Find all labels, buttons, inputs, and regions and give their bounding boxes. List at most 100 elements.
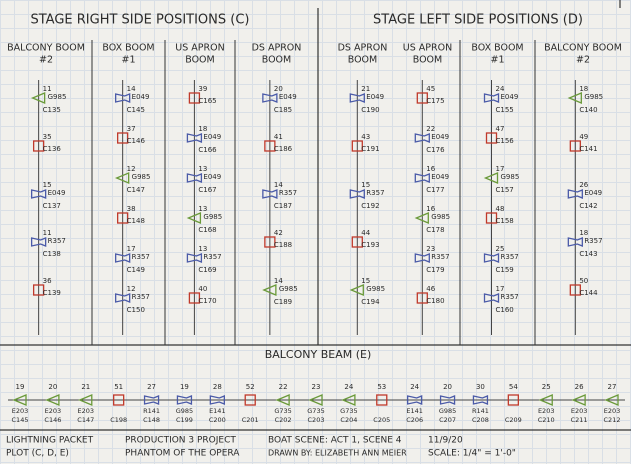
instrument-symbol	[351, 140, 363, 152]
circuit-label: C194	[361, 298, 380, 306]
instrument-symbol	[188, 92, 201, 104]
footer-packet: LIGHTNING PACKET	[6, 436, 94, 446]
circuit-label: C155	[496, 106, 514, 114]
instrument-symbol	[376, 394, 388, 406]
circuit-label: C160	[496, 306, 514, 314]
unit-number: 13	[198, 245, 207, 253]
unit-number: 44	[361, 229, 370, 237]
circuit-label: C156	[496, 137, 515, 145]
instrument-symbol	[507, 394, 519, 406]
column-title: BOOM	[413, 55, 443, 66]
instrument-symbol	[567, 237, 583, 247]
unit-number: 13	[198, 165, 207, 173]
instrument-symbol	[12, 394, 27, 406]
instrument-symbol	[115, 253, 131, 263]
circuit-label: C207	[439, 416, 456, 424]
instrument-symbol	[186, 253, 203, 263]
instrument-symbol	[176, 395, 193, 405]
column-title: US APRON	[175, 43, 224, 54]
gel-label: G985	[366, 285, 385, 293]
footer-production: PRODUCTION 3 PROJECT	[125, 436, 236, 446]
unit-number: 27	[608, 383, 617, 391]
unit-number: 11	[43, 85, 52, 93]
unit-number: 47	[496, 125, 505, 133]
gel-label: E141	[209, 407, 226, 415]
unit-number: 16	[426, 165, 435, 173]
instrument-symbol	[244, 394, 256, 406]
circuit-label: C198	[110, 416, 127, 424]
instrument-symbol	[414, 133, 430, 143]
instrument-symbol	[414, 173, 430, 183]
unit-number: 16	[426, 205, 435, 213]
unit-number: 43	[361, 133, 370, 141]
column-title: #2	[576, 55, 590, 66]
instrument-symbol	[115, 293, 131, 303]
unit-number: 26	[575, 383, 584, 391]
gel-label: G985	[501, 173, 520, 181]
circuit-label: C180	[426, 297, 444, 305]
gel-label: G985	[279, 285, 298, 293]
instrument-symbol	[351, 236, 363, 248]
footer-drawn-by: DRAWN BY: ELIZABETH ANN MEIER	[268, 449, 407, 458]
footer-scale: SCALE: 1/4" = 1'-0"	[428, 449, 516, 459]
circuit-label: C150	[127, 306, 145, 314]
gel-label: E203	[571, 407, 588, 415]
instrument-symbol	[604, 394, 619, 406]
circuit-label: C140	[579, 106, 597, 114]
unit-number: 22	[426, 125, 435, 133]
circuit-label: C144	[579, 289, 598, 297]
frame-lines	[0, 0, 631, 431]
unit-number: 50	[579, 277, 588, 285]
unit-number: 22	[279, 383, 288, 391]
gel-label: R357	[279, 189, 297, 197]
circuit-label: C186	[274, 145, 293, 153]
unit-number: 37	[127, 125, 136, 133]
column-title: DS APRON	[338, 43, 388, 54]
gel-label: E049	[584, 189, 602, 197]
instrument-symbol	[571, 394, 586, 406]
unit-number: 42	[274, 229, 283, 237]
unit-number: 24	[496, 85, 505, 93]
instrument-symbol	[117, 212, 129, 224]
unit-number: 15	[361, 181, 370, 189]
column-title: BOOM	[262, 55, 292, 66]
unit-number: 24	[344, 383, 353, 391]
unit-number: 26	[579, 181, 588, 189]
unit-number: 20	[48, 383, 57, 391]
instrument-symbol	[349, 93, 365, 103]
circuit-label: C204	[340, 416, 357, 424]
instrument-symbol	[113, 394, 125, 406]
circuit-label: C192	[361, 202, 379, 210]
gel-label: E049	[203, 173, 221, 181]
circuit-label: C199	[176, 416, 193, 424]
instrument-symbol	[264, 236, 276, 248]
column-title: #1	[121, 55, 135, 66]
instrument-symbol	[188, 292, 201, 304]
circuit-label: C147	[127, 186, 145, 194]
unit-number: 51	[114, 383, 123, 391]
gel-label: R357	[584, 237, 602, 245]
column-title: BALCONY BOOM	[544, 43, 622, 54]
column-title: #1	[490, 55, 504, 66]
circuit-label: C190	[361, 106, 379, 114]
stage-left-title: STAGE LEFT SIDE POSITIONS (D)	[373, 13, 583, 28]
circuit-label: C193	[361, 241, 379, 249]
column-title: US APRON	[403, 43, 452, 54]
instrument-symbol	[32, 140, 45, 152]
gel-label: G985	[176, 407, 193, 415]
unit-number: 18	[579, 85, 588, 93]
unit-number: 54	[509, 383, 518, 391]
circuit-label: C145	[12, 416, 29, 424]
circuit-label: C179	[426, 266, 444, 274]
instrument-symbol	[114, 172, 130, 184]
instrument-symbol	[275, 394, 290, 406]
instrument-symbol	[483, 293, 500, 303]
unit-number: 27	[147, 383, 156, 391]
circuit-label: C200	[209, 416, 226, 424]
instrument-symbol	[45, 394, 60, 406]
unit-number: 25	[496, 245, 505, 253]
circuit-label: C146	[44, 416, 61, 424]
gel-label: G985	[431, 213, 450, 221]
unit-number: 18	[198, 125, 207, 133]
